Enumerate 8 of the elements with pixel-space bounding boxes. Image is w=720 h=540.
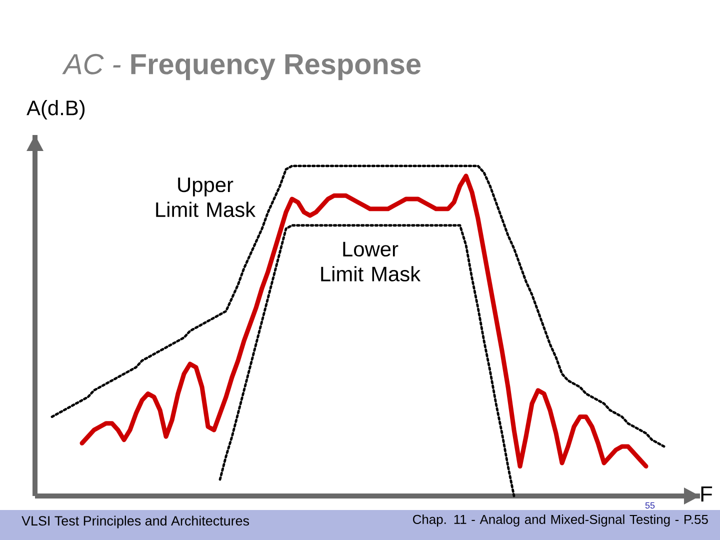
y-axis-title: A(d.B) (26, 100, 85, 120)
series-label: Lower Limit Mask (321, 242, 421, 282)
x-axis-title: F (701, 486, 712, 502)
text: 55 (645, 502, 655, 509)
text: Chap. 11 - Analog and Mixed-Signal Testing - P.55 (413, 514, 708, 527)
chart-title: AC - Frequency Response (62, 54, 421, 80)
series-label: Upper Limit Mask (156, 178, 256, 218)
text: VLSI Test Principles and Architectures (22, 516, 250, 528)
